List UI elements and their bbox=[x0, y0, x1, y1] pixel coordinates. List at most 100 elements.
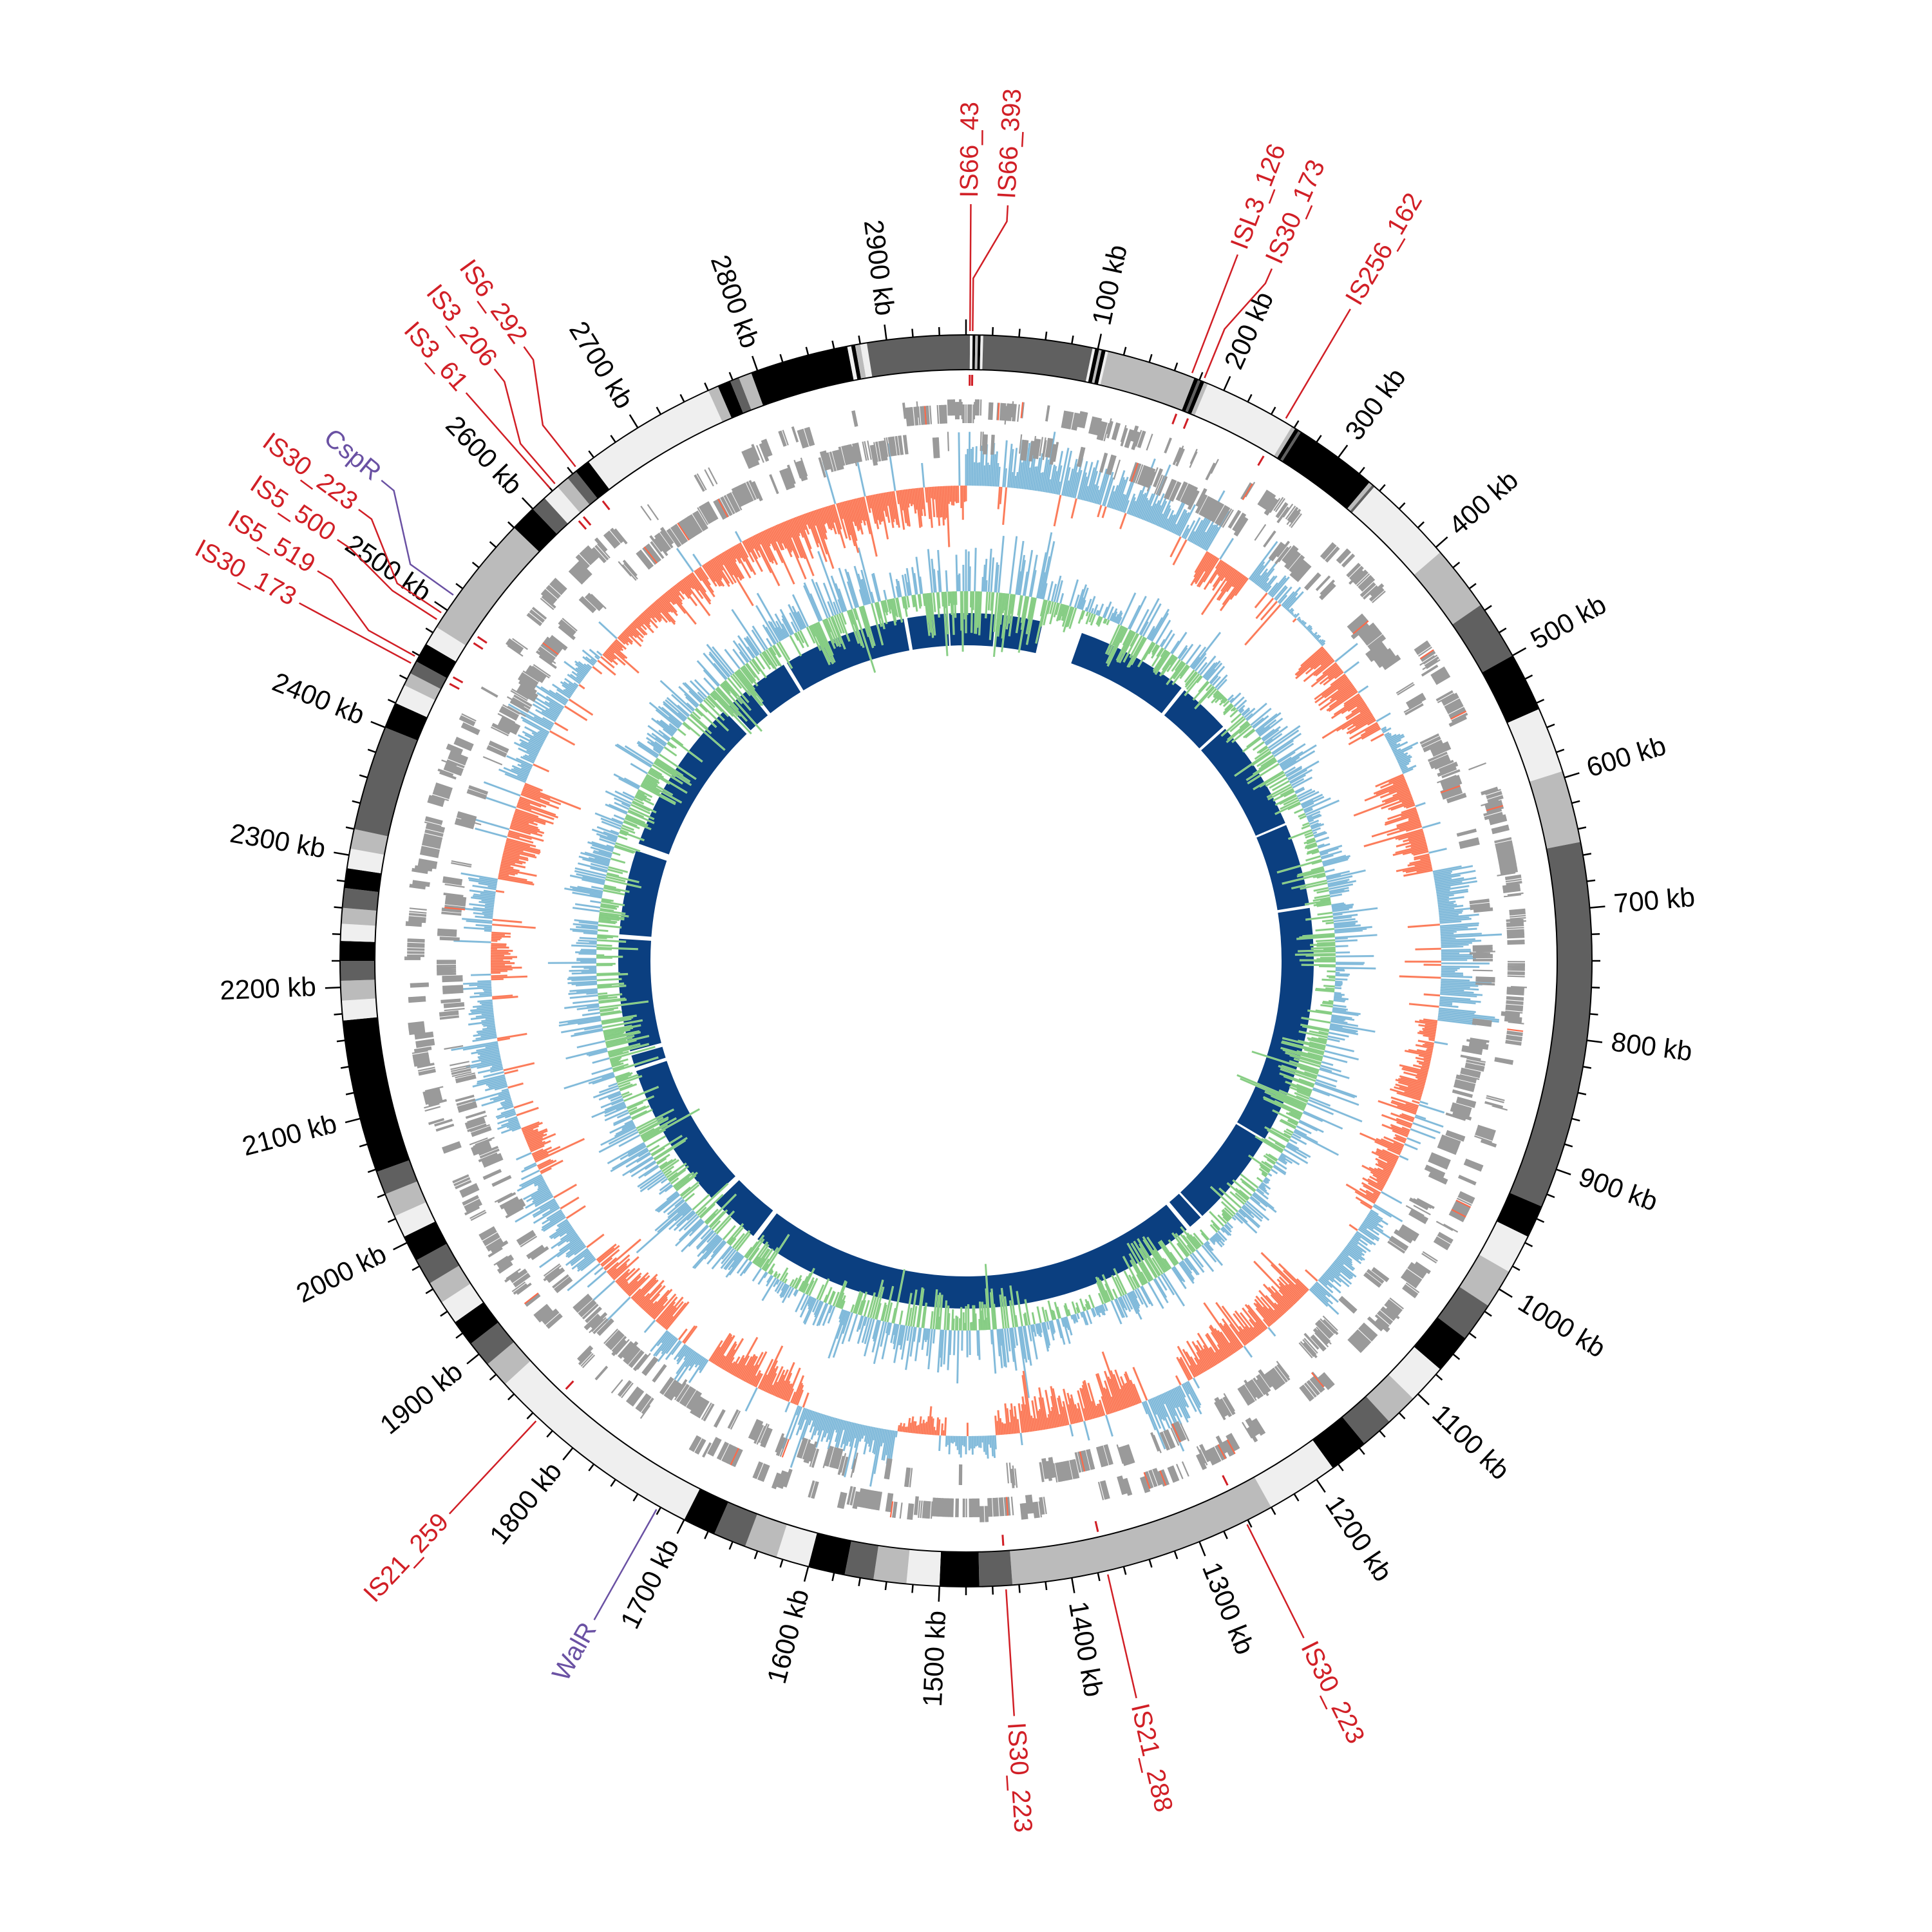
tick-label: 1400 kb bbox=[1063, 1599, 1110, 1699]
ideogram-band bbox=[744, 1513, 787, 1558]
tick-label: 700 kb bbox=[1613, 882, 1696, 919]
ideogram-band bbox=[714, 1502, 757, 1547]
label-connector bbox=[593, 1509, 658, 1620]
tick-label: 2100 kb bbox=[239, 1108, 339, 1161]
ideogram-band bbox=[982, 335, 1093, 382]
label-connector bbox=[317, 570, 415, 657]
is-element-marker bbox=[1257, 455, 1265, 466]
gene-label: WalR bbox=[547, 1618, 602, 1685]
ideogram-band bbox=[1085, 348, 1095, 383]
tick-label: 1900 kb bbox=[374, 1356, 468, 1440]
ideogram-band bbox=[1497, 1193, 1542, 1237]
label-connector bbox=[465, 392, 551, 489]
is-element-marker bbox=[473, 642, 484, 650]
is-element-marker bbox=[1171, 413, 1178, 425]
tick-label: 500 kb bbox=[1526, 589, 1611, 655]
gc-skew-negative-line bbox=[490, 485, 1442, 1437]
ideogram-band bbox=[1097, 350, 1108, 386]
ideogram-band bbox=[939, 1551, 980, 1587]
ideogram-band bbox=[340, 923, 376, 942]
ideogram-band bbox=[1414, 552, 1481, 625]
ideogram-band bbox=[340, 980, 376, 1001]
gc-skew-track bbox=[451, 431, 1502, 1487]
ideogram-band bbox=[343, 1017, 410, 1172]
ideogram-band bbox=[340, 961, 375, 981]
ideogram-band bbox=[416, 644, 457, 678]
tick-label: 800 kb bbox=[1609, 1027, 1694, 1067]
ideogram-band bbox=[557, 478, 590, 513]
ideogram-band bbox=[980, 335, 983, 370]
is-element-marker bbox=[601, 500, 611, 511]
ideogram-band bbox=[533, 498, 568, 535]
ideogram-band bbox=[588, 390, 723, 489]
tick-label: 2000 kb bbox=[292, 1238, 392, 1309]
gc-content-track bbox=[547, 532, 1378, 1398]
ideogram-band bbox=[1088, 348, 1099, 384]
ideogram-band bbox=[851, 345, 862, 380]
ideogram-band bbox=[866, 335, 966, 377]
tick-label: 2200 kb bbox=[219, 971, 316, 1005]
label-connector bbox=[1005, 1589, 1016, 1716]
label-connector bbox=[523, 346, 576, 468]
ideogram-band bbox=[730, 377, 752, 413]
ideogram-band bbox=[1273, 426, 1296, 459]
ideogram-band bbox=[1182, 378, 1198, 412]
ideogram-band bbox=[1280, 430, 1302, 462]
ideogram-band bbox=[385, 703, 428, 741]
feature-markers bbox=[449, 375, 1265, 1546]
is-element-label: IS30_223 bbox=[1295, 1636, 1370, 1748]
ideogram-band bbox=[340, 941, 375, 961]
ideogram-band bbox=[974, 335, 978, 370]
label-connector bbox=[358, 509, 442, 614]
is-element-marker bbox=[452, 676, 464, 684]
tick-label: 1700 kb bbox=[614, 1534, 685, 1634]
is-element-marker bbox=[1182, 418, 1189, 430]
ideogram-band bbox=[376, 1160, 418, 1195]
is-element-marker bbox=[565, 1380, 574, 1390]
ideogram-band bbox=[1194, 383, 1293, 457]
label-connector bbox=[337, 539, 437, 620]
ideogram-band bbox=[341, 998, 378, 1021]
ideogram-band bbox=[1388, 1347, 1441, 1399]
is-element-label: IS21_259 bbox=[358, 1508, 454, 1607]
ideogram-band bbox=[394, 1202, 435, 1237]
ideogram-band bbox=[1254, 1439, 1333, 1508]
ideogram-band bbox=[404, 673, 441, 701]
tick-label: 1100 kb bbox=[1426, 1398, 1515, 1485]
is-element-marker bbox=[477, 636, 488, 644]
inner-ring-segment bbox=[1180, 1124, 1264, 1217]
tick-label: 2800 kb bbox=[705, 251, 766, 352]
label-connector bbox=[299, 602, 412, 664]
inner-ring-segment bbox=[1071, 632, 1182, 714]
gene-track bbox=[404, 399, 1528, 1522]
ideogram-band bbox=[395, 685, 435, 717]
ideogram-band bbox=[567, 471, 598, 505]
tick-label: 2900 kb bbox=[858, 218, 901, 317]
label-connector bbox=[1107, 1574, 1137, 1699]
ideogram-band bbox=[1312, 1417, 1365, 1468]
label-connector bbox=[1191, 254, 1239, 374]
ideogram-band bbox=[385, 1181, 426, 1217]
ideogram-band bbox=[906, 1549, 942, 1587]
ideogram-band bbox=[342, 887, 379, 911]
ideogram-band bbox=[708, 386, 732, 422]
ideogram-band bbox=[350, 829, 388, 855]
ideogram-band bbox=[470, 1322, 515, 1365]
ideogram-band bbox=[1452, 605, 1513, 673]
ideogram-band bbox=[978, 1550, 1013, 1587]
ideogram-band bbox=[410, 661, 447, 690]
is-element-label: IS30_223 bbox=[1002, 1721, 1037, 1833]
ideogram-band bbox=[1276, 428, 1299, 460]
ideogram-band bbox=[576, 461, 610, 499]
tick-label: 1000 kb bbox=[1513, 1287, 1611, 1363]
ideogram-band bbox=[1191, 382, 1208, 416]
tick-label: 1200 kb bbox=[1320, 1490, 1399, 1587]
ideogram-band bbox=[436, 527, 540, 646]
ideogram-band bbox=[684, 1488, 728, 1534]
ideogram-ring bbox=[339, 334, 1593, 1587]
ideogram-band bbox=[1188, 380, 1205, 415]
ideogram-band bbox=[404, 1221, 447, 1261]
inner-ring-segment bbox=[715, 1180, 773, 1236]
